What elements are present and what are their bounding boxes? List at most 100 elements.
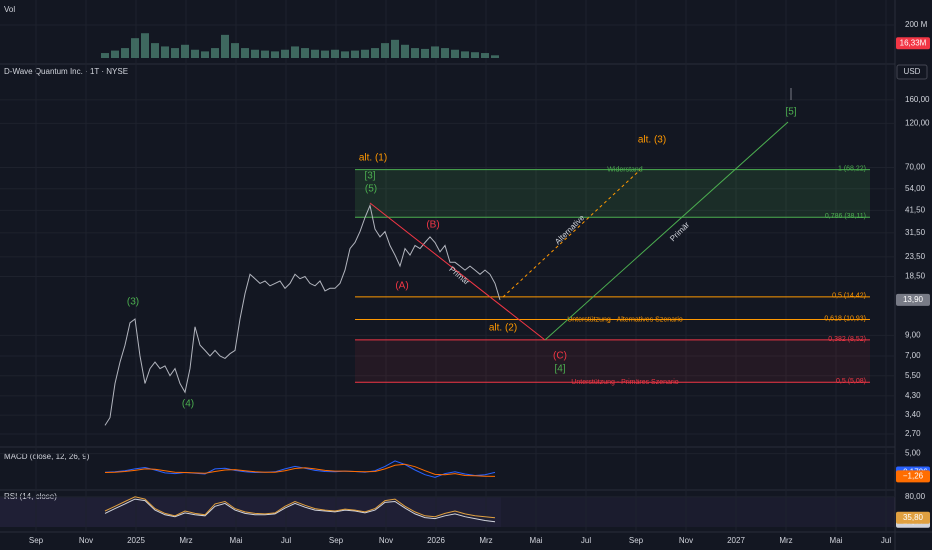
wave-arrow <box>502 169 641 298</box>
volume-bar <box>331 49 339 58</box>
y-tick-label: 80,00 <box>905 492 926 501</box>
volume-bar <box>281 49 289 58</box>
y-tick-label: 120,00 <box>905 119 930 128</box>
volume-bar <box>311 49 319 58</box>
volume-title: Vol <box>4 5 15 14</box>
volume-bar <box>291 46 299 58</box>
fib-level-label: 0,382 (8,52) <box>828 336 866 343</box>
y-tick-label: 5,50 <box>905 371 921 380</box>
wave-arrow <box>369 202 546 341</box>
volume-bar <box>431 46 439 58</box>
x-tick-label: Sep <box>329 536 344 545</box>
volume-bar <box>381 43 389 58</box>
last-value-label: 13,90 <box>903 295 924 304</box>
x-tick-label: Mai <box>830 536 843 545</box>
x-tick-label: Mrz <box>479 536 492 545</box>
chart-title: D-Wave Quantum Inc. · 1T · NYSE <box>4 67 128 76</box>
volume-bar <box>221 34 229 58</box>
y-tick-label: 70,00 <box>905 163 926 172</box>
volume-bar <box>191 49 199 58</box>
volume-bar <box>201 51 209 58</box>
currency[interactable]: USD <box>904 67 921 76</box>
volume-bar <box>491 55 499 58</box>
resistance-zone <box>355 169 870 218</box>
fib-level-label: 1 (68,22) <box>838 165 866 172</box>
wave-label: alt. (1) <box>359 153 387 164</box>
volume-bar <box>341 51 349 58</box>
volume-bar <box>321 50 329 58</box>
wave-label: [5] <box>785 107 796 118</box>
volume-bar <box>371 48 379 58</box>
volume-bar <box>351 50 359 58</box>
last-value-label: 16,33M <box>900 38 927 47</box>
y-tick-label: 160,00 <box>905 95 930 104</box>
fib-level-note: Unterstützung - Primäres Szenario <box>571 379 678 386</box>
y-tick-label: 18,50 <box>905 272 926 281</box>
wave-label: (5) <box>365 184 377 195</box>
indicator-line <box>104 498 496 523</box>
x-tick-label: Jul <box>281 536 291 545</box>
wave-label: (B) <box>426 220 439 231</box>
last-value-label: 35,80 <box>903 513 924 522</box>
volume-bar <box>171 48 179 58</box>
fib-level-note: Unterstützung - Alternatives Szenario <box>567 316 683 323</box>
x-tick-label: Sep <box>629 536 644 545</box>
rsi-band <box>0 497 501 527</box>
wave-arrow <box>544 121 789 341</box>
last-value-tag <box>896 511 930 524</box>
volume-bar <box>141 33 149 58</box>
x-tick-label: Nov <box>379 536 393 545</box>
volume-bar <box>481 53 489 58</box>
volume-bar <box>231 43 239 58</box>
indicator-line <box>104 463 496 477</box>
indicator-line <box>104 496 496 519</box>
fib-level-note: Widerstand <box>607 166 643 173</box>
y-tick-label: 4,30 <box>905 391 921 400</box>
currency-button[interactable] <box>896 64 928 80</box>
price-line <box>104 203 501 426</box>
volume-bar <box>241 48 249 58</box>
volume-bar <box>261 50 269 58</box>
volume-bar <box>361 49 369 58</box>
y-tick-label: 54,00 <box>905 184 926 193</box>
support-zone <box>355 339 870 383</box>
volume-bar <box>401 44 409 58</box>
wave-label: [4] <box>554 364 565 375</box>
rsi-band <box>501 497 895 527</box>
x-tick-label: 2026 <box>427 536 445 545</box>
y-tick-label: 41,50 <box>905 205 926 214</box>
x-tick-label: Sep <box>29 536 44 545</box>
fib-level-label: 0,5 (14,42) <box>832 293 866 300</box>
macd-title: MACD (close, 12, 26, 9) <box>4 452 90 461</box>
wave-label: [3] <box>364 171 375 182</box>
last-value-tag <box>896 293 930 306</box>
volume-bar <box>161 46 169 58</box>
wave-label: (3) <box>127 297 139 308</box>
wave-label: alt. (2) <box>489 323 517 334</box>
volume-bar <box>121 48 129 58</box>
volume-bar <box>441 48 449 58</box>
fib-level-label: 0,786 (38,11) <box>825 213 866 220</box>
wave-label: (C) <box>553 351 567 362</box>
volume-bar <box>451 49 459 58</box>
volume-bar <box>101 53 109 58</box>
x-tick-label: Nov <box>79 536 93 545</box>
y-tick-label: 3,40 <box>905 410 921 419</box>
last-value-tag <box>896 470 930 483</box>
wave-label: alt. (3) <box>638 135 666 146</box>
fib-level-label: 0,5 (5,08) <box>836 378 866 385</box>
volume-bar <box>391 39 399 58</box>
x-tick-label: 2025 <box>127 536 145 545</box>
y-tick-label: 9,00 <box>905 331 921 340</box>
x-tick-label: Nov <box>679 536 693 545</box>
x-tick-label: Jul <box>581 536 591 545</box>
y-tick-label: 200 M <box>905 20 928 29</box>
volume-bar <box>471 52 479 58</box>
x-tick-label: Mai <box>230 536 243 545</box>
wave-label: (A) <box>395 281 408 292</box>
x-tick-label: 2027 <box>727 536 745 545</box>
y-tick-label: 31,50 <box>905 228 926 237</box>
volume-bar <box>151 43 159 58</box>
volume-bar <box>111 50 119 58</box>
